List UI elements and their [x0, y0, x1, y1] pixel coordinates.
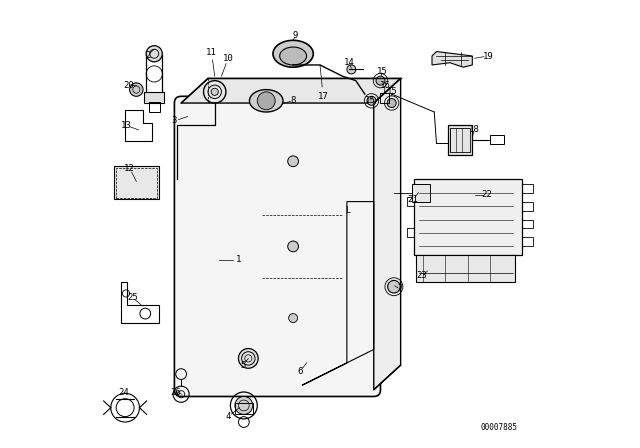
Text: 6: 6 — [297, 367, 303, 376]
Text: 25: 25 — [128, 293, 138, 302]
Text: 15: 15 — [365, 96, 376, 105]
Text: 3: 3 — [172, 116, 177, 125]
Bar — [380, 93, 388, 103]
Bar — [490, 135, 504, 144]
Bar — [450, 128, 470, 152]
Circle shape — [388, 280, 400, 293]
Text: 15: 15 — [387, 87, 398, 96]
Text: 24: 24 — [118, 388, 129, 396]
Bar — [522, 220, 533, 228]
Text: 16: 16 — [380, 81, 390, 90]
Circle shape — [288, 241, 298, 252]
Text: 18: 18 — [469, 125, 480, 134]
Text: 5: 5 — [240, 361, 246, 370]
Bar — [407, 228, 414, 237]
Text: 00007885: 00007885 — [480, 423, 517, 432]
Bar — [522, 202, 533, 211]
Circle shape — [387, 99, 396, 108]
Text: 8: 8 — [291, 96, 296, 105]
Bar — [414, 179, 522, 255]
Polygon shape — [432, 52, 472, 67]
Circle shape — [289, 314, 298, 323]
Bar — [522, 184, 533, 193]
Circle shape — [257, 92, 275, 110]
Bar — [116, 168, 157, 198]
Bar — [412, 184, 430, 202]
Text: 22: 22 — [481, 190, 492, 199]
Circle shape — [130, 83, 143, 96]
Circle shape — [376, 76, 385, 85]
Text: 2: 2 — [145, 51, 150, 60]
Circle shape — [288, 156, 298, 167]
Circle shape — [367, 96, 376, 105]
Text: 13: 13 — [121, 121, 132, 130]
Text: 11: 11 — [206, 48, 217, 57]
Bar — [235, 403, 253, 414]
Text: 14: 14 — [344, 58, 355, 67]
Bar — [145, 92, 164, 103]
Bar — [149, 102, 159, 112]
Bar — [407, 197, 414, 206]
Circle shape — [235, 396, 253, 414]
Polygon shape — [181, 78, 401, 103]
Bar — [114, 166, 159, 199]
Circle shape — [239, 349, 258, 368]
Bar — [448, 125, 472, 155]
Text: 20: 20 — [124, 81, 134, 90]
Polygon shape — [374, 78, 401, 390]
Text: L: L — [345, 206, 349, 215]
FancyBboxPatch shape — [174, 96, 380, 396]
Text: 23: 23 — [417, 271, 428, 280]
Ellipse shape — [280, 47, 307, 65]
Text: 10: 10 — [223, 54, 234, 63]
Text: 7: 7 — [397, 284, 403, 293]
Circle shape — [347, 65, 356, 74]
Text: 15: 15 — [376, 67, 387, 76]
Text: 21: 21 — [408, 195, 419, 204]
Ellipse shape — [273, 40, 314, 67]
Bar — [417, 255, 515, 282]
Text: 4: 4 — [225, 412, 231, 421]
Text: 12: 12 — [124, 164, 135, 172]
Text: 17: 17 — [318, 92, 328, 101]
Text: 1: 1 — [236, 255, 241, 264]
Circle shape — [146, 46, 163, 62]
Circle shape — [211, 88, 218, 95]
Bar — [146, 54, 163, 94]
Bar — [522, 237, 533, 246]
Text: 26: 26 — [170, 388, 181, 396]
Text: 19: 19 — [483, 52, 493, 60]
Ellipse shape — [250, 90, 283, 112]
Text: 9: 9 — [292, 31, 298, 40]
